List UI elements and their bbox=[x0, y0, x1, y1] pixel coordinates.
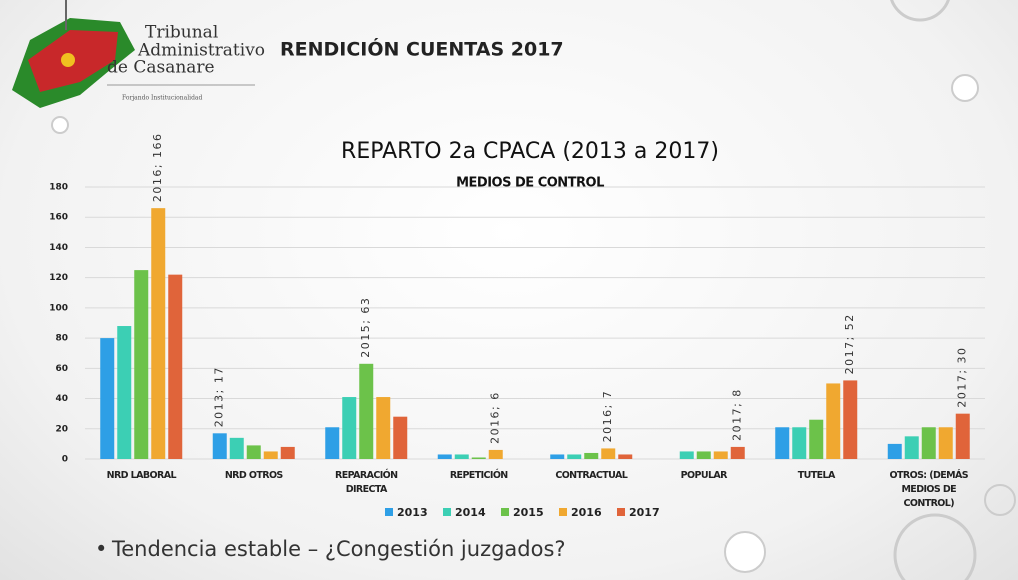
x-tick-label: OTROS: (DEMÁS MEDIOS DE CONTROL) bbox=[881, 469, 977, 511]
bar bbox=[905, 436, 919, 459]
bar bbox=[359, 364, 373, 459]
bar bbox=[342, 397, 356, 459]
legend-swatch bbox=[617, 508, 625, 516]
bar bbox=[775, 427, 789, 459]
legend-label: 2014 bbox=[455, 506, 486, 519]
data-label: 2016; 7 bbox=[601, 390, 614, 443]
x-tick-label: REPARACIÓN DIRECTA bbox=[318, 469, 414, 497]
bar bbox=[922, 427, 936, 459]
bar bbox=[601, 448, 615, 459]
y-tick-label: 100 bbox=[49, 303, 68, 313]
x-tick-label: NRD OTROS bbox=[206, 469, 302, 483]
legend-label: 2016 bbox=[571, 506, 602, 519]
bar bbox=[792, 427, 806, 459]
bar bbox=[731, 447, 745, 459]
bar bbox=[472, 457, 486, 459]
y-tick-label: 20 bbox=[55, 424, 68, 434]
bullet-dot: • bbox=[95, 537, 107, 561]
y-tick-label: 160 bbox=[49, 213, 68, 223]
bar bbox=[956, 414, 970, 459]
x-tick-label: POPULAR bbox=[656, 469, 752, 483]
bar bbox=[697, 451, 711, 459]
slide: Tribunal Administrativo de Casanare Forj… bbox=[0, 0, 1018, 580]
bar bbox=[567, 454, 581, 459]
bar bbox=[714, 451, 728, 459]
bar bbox=[393, 417, 407, 459]
legend-swatch bbox=[559, 508, 567, 516]
bubble bbox=[952, 75, 978, 101]
bar bbox=[843, 380, 857, 459]
y-tick-label: 40 bbox=[55, 394, 68, 404]
bar bbox=[455, 454, 469, 459]
logo-text: Tribunal bbox=[145, 23, 218, 43]
x-tick-label: CONTRACTUAL bbox=[543, 469, 639, 483]
data-label: 2015; 63 bbox=[359, 297, 372, 358]
bubble bbox=[890, 0, 950, 20]
bar bbox=[939, 427, 953, 459]
legend-label: 2017 bbox=[629, 506, 660, 519]
legend-label: 2015 bbox=[513, 506, 544, 519]
y-tick-label: 180 bbox=[49, 183, 68, 193]
logo-text: de Casanare bbox=[107, 58, 215, 78]
bubble bbox=[725, 532, 765, 572]
y-tick-label: 60 bbox=[55, 364, 68, 374]
data-label: 2017; 30 bbox=[956, 346, 969, 407]
data-label: 2013; 17 bbox=[213, 366, 226, 427]
x-tick-label: TUTELA bbox=[768, 469, 864, 483]
legend-swatch bbox=[385, 508, 393, 516]
bar bbox=[826, 383, 840, 459]
chart-subtitle: MEDIOS DE CONTROL bbox=[456, 176, 604, 191]
x-tick-label: REPETICIÓN bbox=[431, 469, 527, 483]
logo-tagline: Forjando Institucionalidad bbox=[122, 95, 202, 102]
chart: Tribunal Administrativo de Casanare Forj… bbox=[0, 0, 1018, 580]
bullet: Tendencia estable – ¿Congestión juzgados… bbox=[111, 537, 566, 561]
data-label: 2016; 6 bbox=[489, 391, 502, 444]
bar bbox=[325, 427, 339, 459]
legend-label: 2013 bbox=[397, 506, 428, 519]
chart-title: REPARTO 2a CPACA (2013 a 2017) bbox=[341, 139, 719, 164]
y-tick-label: 0 bbox=[62, 455, 68, 465]
bar bbox=[584, 453, 598, 459]
legend-swatch bbox=[501, 508, 509, 516]
bubble bbox=[895, 515, 975, 580]
bar bbox=[100, 338, 114, 459]
legend-swatch bbox=[443, 508, 451, 516]
bar bbox=[264, 451, 278, 459]
y-tick-label: 80 bbox=[55, 334, 68, 344]
data-label: 2017; 8 bbox=[731, 388, 744, 441]
bar bbox=[438, 454, 452, 459]
logo-sun bbox=[61, 53, 75, 67]
slide-title: RENDICIÓN CUENTAS 2017 bbox=[280, 37, 564, 61]
bar bbox=[247, 445, 261, 459]
bar bbox=[151, 208, 165, 459]
bar bbox=[168, 275, 182, 459]
data-label: 2017; 52 bbox=[843, 313, 856, 374]
bubble bbox=[52, 117, 68, 133]
bar bbox=[888, 444, 902, 459]
bar bbox=[489, 450, 503, 459]
bar bbox=[213, 433, 227, 459]
bar bbox=[680, 451, 694, 459]
data-label: 2016; 166 bbox=[151, 132, 164, 202]
bar bbox=[281, 447, 295, 459]
bar bbox=[117, 326, 131, 459]
bar bbox=[134, 270, 148, 459]
bubble bbox=[985, 485, 1015, 515]
x-tick-label: NRD LABORAL bbox=[93, 469, 189, 483]
bar bbox=[618, 454, 632, 459]
y-tick-label: 140 bbox=[49, 243, 68, 253]
bar bbox=[809, 420, 823, 459]
y-tick-label: 120 bbox=[49, 273, 68, 283]
bar bbox=[550, 454, 564, 459]
bar bbox=[230, 438, 244, 459]
bar bbox=[376, 397, 390, 459]
